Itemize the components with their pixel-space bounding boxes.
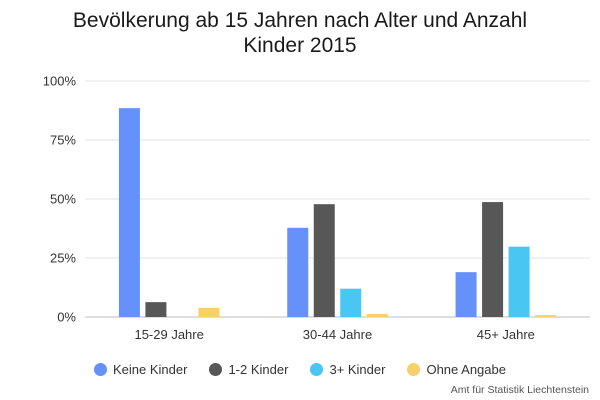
legend-item[interactable]: 1-2 Kinder [209,362,288,377]
bar-chart: 0% 25% 50% 75% 100% 15-29 Jahre 30-44 Jahre 45… [43,74,590,342]
x-tick-label: 15-29 Jahre [134,327,203,342]
y-axis-ticks: 0% 25% 50% 75% 100% [43,74,77,325]
chart-title: Bevölkerung ab 15 Jahren nach Alter und … [72,9,528,57]
bar [535,315,557,317]
legend-color-dot [94,363,107,376]
source-label: Amt für Statistik Liechtenstein [450,384,589,396]
legend-color-dot [407,363,421,376]
legend-label: 3+ Kinder [329,362,386,377]
legend-color-dot [209,363,223,376]
y-tick-label: 25% [50,251,76,266]
x-tick-label: 45+ Jahre [477,327,535,342]
bar [455,272,477,317]
bar [340,288,362,317]
bar [198,307,220,317]
bar [366,313,388,317]
y-tick-label: 100% [43,74,77,89]
y-tick-label: 50% [50,192,76,207]
x-axis-ticks: 15-29 Jahre 30-44 Jahre 45+ Jahre [134,327,534,342]
legend-label: Keine Kinder [113,362,188,377]
legend-item[interactable]: Ohne Angabe [407,362,506,377]
y-tick-label: 0% [57,310,76,325]
legend-color-dot [310,363,324,376]
legend-label: Ohne Angabe [426,362,506,377]
y-tick-label: 75% [50,133,76,148]
legend: Keine Kinder 1-2 Kinder 3+ Kinder Ohne Anga… [0,362,600,377]
legend-label: 1-2 Kinder [228,362,289,377]
bars [118,108,557,317]
gridlines [85,80,590,318]
x-tick-label: 30-44 Jahre [303,327,372,342]
bar [145,302,167,317]
legend-item[interactable]: 3+ Kinder [310,362,385,377]
bar [508,246,530,317]
bar [287,227,309,317]
legend-item[interactable]: Keine Kinder [94,362,187,377]
bar [118,108,140,317]
bar [482,202,504,317]
bar [313,204,335,317]
